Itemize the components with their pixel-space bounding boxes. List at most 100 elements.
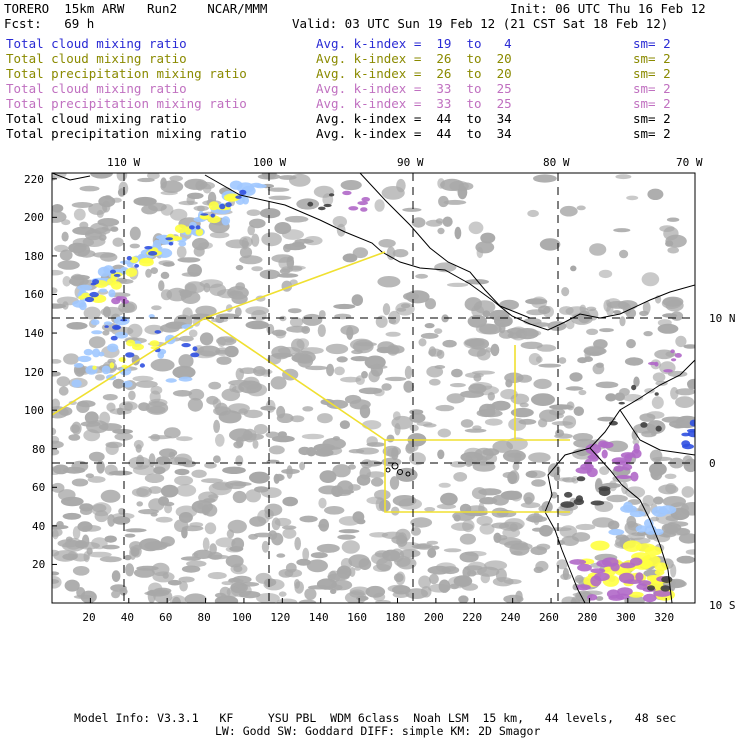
- cloud-blob: [386, 246, 396, 261]
- coastline-central-america: [204, 174, 695, 331]
- cloud-blob: [336, 356, 348, 363]
- cloud-blob: [283, 243, 292, 253]
- cloud-blob: [476, 348, 491, 361]
- legend-smoothing: sm= 2: [633, 81, 671, 96]
- cloud-blob: [368, 369, 380, 383]
- legend-k-index: Avg. k-index = 19 to 4: [316, 36, 512, 51]
- cloud-blob: [664, 473, 677, 479]
- cloud-blob: [613, 228, 631, 233]
- y-tick-label: 80: [32, 442, 46, 456]
- cloud-blob: [289, 173, 311, 187]
- cloud-blob-dark: [575, 495, 584, 503]
- cloud-blob: [595, 596, 604, 601]
- cloud-blob: [268, 445, 285, 455]
- cloud-blob: [378, 239, 396, 248]
- cloud-blob: [208, 551, 223, 560]
- cloud-blob: [409, 424, 419, 432]
- cloud-blob: [573, 406, 584, 417]
- cloud-blob: [332, 436, 340, 441]
- cloud-blob: [63, 353, 80, 365]
- x-tick-label: 160: [347, 611, 367, 624]
- cloud-blob: [150, 512, 158, 517]
- cloud-blob: [212, 481, 234, 491]
- cloud-blob: [211, 317, 228, 323]
- cloud-blob: [71, 421, 82, 435]
- cloud-blob: [72, 566, 90, 576]
- cloud-blob: [435, 218, 444, 224]
- cloud-blob-purple: [360, 207, 368, 212]
- cloud-blob-blue: [190, 352, 200, 358]
- cloud-blob-blue: [110, 269, 116, 274]
- cloud-blob: [178, 200, 198, 206]
- cloud-blob: [356, 474, 371, 486]
- cloud-blob-dark: [323, 203, 332, 208]
- cloud-blob: [398, 498, 423, 510]
- cloud-blob-yellow: [195, 228, 204, 236]
- cloud-blob: [138, 198, 154, 206]
- cloud-blob: [132, 375, 154, 382]
- cloud-blob: [64, 579, 80, 592]
- cloud-blob: [284, 215, 309, 223]
- cloud-blob-blue: [110, 335, 118, 341]
- cloud-blob: [639, 310, 649, 317]
- cloud-blob: [208, 494, 219, 499]
- cloud-blob: [177, 257, 201, 263]
- longitude-label: 70 W: [676, 156, 703, 169]
- cloud-blob: [192, 552, 199, 558]
- cloud-blob: [181, 565, 201, 573]
- cloud-blob-blue: [113, 273, 121, 277]
- cloud-blob: [429, 378, 441, 386]
- cloud-blob: [509, 523, 518, 532]
- cloud-blob-purple: [617, 587, 633, 596]
- cloud-blob: [405, 290, 430, 304]
- cloud-blob-purple: [596, 560, 612, 568]
- cloud-blob: [659, 225, 675, 233]
- cloud-blob-lightblue: [635, 525, 647, 533]
- cloud-blob: [169, 595, 187, 603]
- cloud-blob: [267, 187, 290, 192]
- cloud-blob: [565, 386, 584, 391]
- cloud-blob: [434, 328, 443, 334]
- cloud-blob: [73, 208, 86, 221]
- cloud-blob-lightblue: [623, 501, 633, 512]
- cloud-blob: [87, 476, 106, 483]
- axis-ticks: [52, 178, 667, 603]
- coastline-south-america: [544, 359, 695, 603]
- cloud-blob: [520, 341, 543, 349]
- cloud-blob: [490, 343, 500, 357]
- cloud-blob: [685, 549, 695, 555]
- cloud-blob: [579, 304, 586, 313]
- cloud-blob: [381, 383, 392, 391]
- legend-k-index: Avg. k-index = 44 to 34: [316, 111, 512, 126]
- cloud-blob-lightblue: [107, 343, 119, 353]
- legend-field: Total precipitation mixing ratio: [6, 66, 247, 81]
- cloud-blob: [52, 398, 60, 410]
- cloud-blob: [87, 551, 112, 558]
- cloud-blob: [148, 453, 156, 468]
- cloud-blob: [512, 461, 520, 471]
- legend-smoothing: sm= 2: [633, 111, 671, 126]
- cloud-blob: [653, 496, 664, 505]
- cloud-blob-purple: [630, 471, 639, 482]
- cloud-blob: [478, 488, 502, 496]
- cloud-blob-lightblue: [178, 241, 187, 247]
- cloud-blob: [100, 489, 121, 503]
- cloud-blob: [163, 427, 181, 439]
- cloud-blob: [652, 456, 673, 461]
- cloud-blob: [621, 482, 629, 495]
- cloud-blob: [148, 498, 165, 512]
- cloud-blob: [440, 492, 458, 506]
- cloud-blob-lightblue: [92, 348, 101, 358]
- cloud-blob: [426, 365, 444, 378]
- cloud-blob-purple: [638, 580, 652, 586]
- cloud-blob: [528, 452, 551, 463]
- forecast-hour: Fcst: 69 h: [4, 16, 95, 31]
- cloud-blob-yellow: [628, 591, 644, 598]
- cloud-blob: [592, 517, 615, 528]
- cloud-blob-lightblue: [83, 348, 93, 356]
- cloud-blob: [464, 338, 485, 347]
- cloud-blob: [284, 569, 303, 578]
- cloud-blob: [215, 537, 236, 548]
- cloud-blob: [148, 202, 167, 212]
- y-tick-label: 60: [32, 481, 46, 495]
